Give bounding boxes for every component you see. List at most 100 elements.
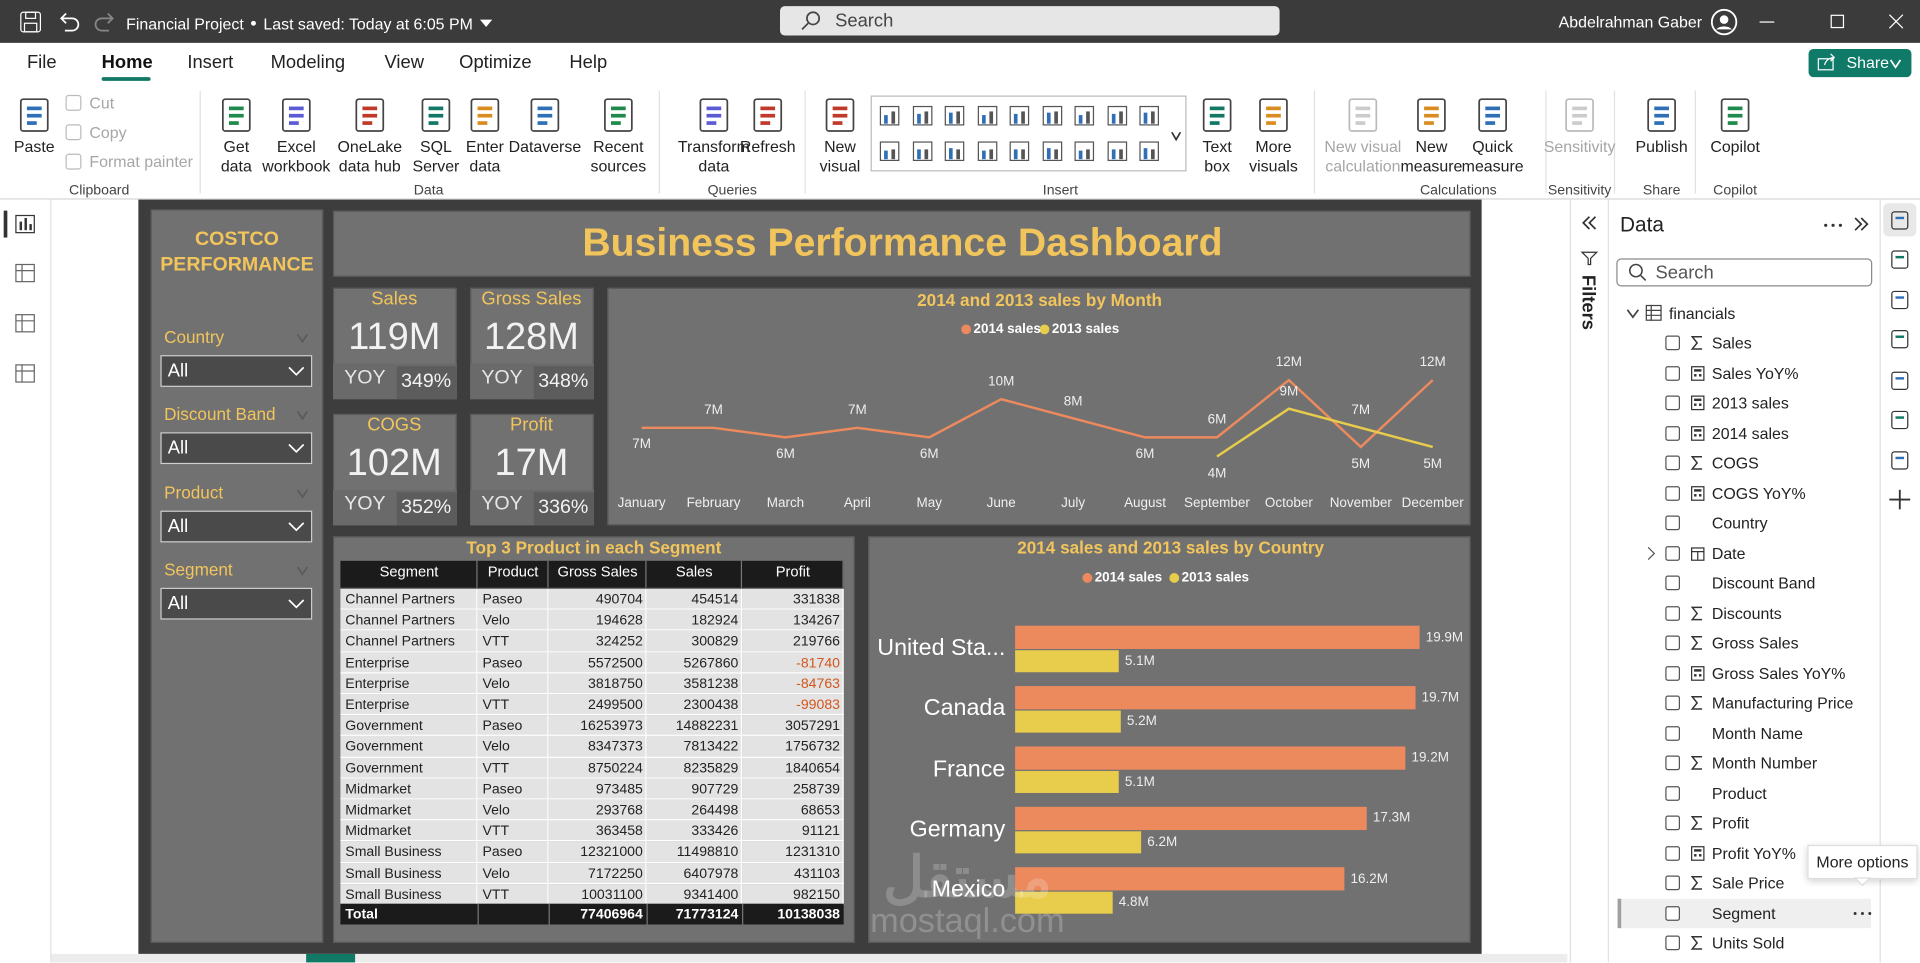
ribbon-button[interactable]: Get data bbox=[220, 137, 252, 176]
field-checkbox[interactable] bbox=[1665, 815, 1681, 831]
ribbon-button[interactable]: SQL Server bbox=[412, 137, 460, 176]
field-name[interactable]: Date bbox=[1711, 543, 1746, 563]
visual-type-icon-part bbox=[988, 149, 993, 160]
ribbon-button[interactable]: Transform data bbox=[677, 137, 750, 176]
ribbon-button[interactable]: Excel workbook bbox=[262, 137, 331, 176]
field-checkbox[interactable] bbox=[1665, 875, 1681, 891]
table-cell bbox=[477, 799, 549, 821]
table-header: Gross Sales bbox=[557, 563, 638, 581]
menu-tab[interactable]: Modeling bbox=[270, 52, 346, 73]
field-checkbox[interactable] bbox=[1665, 335, 1681, 351]
field-checkbox[interactable] bbox=[1665, 785, 1681, 801]
field-row-marker bbox=[1617, 898, 1622, 928]
ribbon-button[interactable]: Sensitivity bbox=[1543, 137, 1616, 156]
field-name[interactable]: Profit bbox=[1711, 813, 1749, 833]
data-search[interactable] bbox=[1616, 258, 1873, 287]
field-name[interactable]: Discount Band bbox=[1711, 573, 1816, 593]
ribbon-button[interactable]: More visuals bbox=[1249, 137, 1298, 176]
slicer-dropdown[interactable] bbox=[160, 432, 313, 465]
menu-tab[interactable]: Insert bbox=[187, 52, 234, 73]
ribbon-button[interactable]: New visual bbox=[819, 137, 861, 176]
field-checkbox[interactable] bbox=[1665, 905, 1681, 921]
field-name[interactable]: COGS YoY% bbox=[1711, 483, 1806, 503]
table-cell bbox=[548, 799, 647, 821]
ribbon-button[interactable]: Recent sources bbox=[590, 137, 647, 176]
field-name[interactable]: Country bbox=[1711, 513, 1768, 533]
ribbon-button[interactable]: Text box bbox=[1202, 137, 1232, 176]
field-checkbox[interactable] bbox=[1665, 755, 1681, 771]
ribbon-icon-part bbox=[222, 98, 251, 132]
field-name[interactable]: COGS bbox=[1711, 453, 1759, 473]
field-name[interactable]: Units Sold bbox=[1711, 933, 1785, 953]
menu-tab[interactable]: File bbox=[26, 52, 57, 73]
slicer-dropdown[interactable] bbox=[160, 355, 313, 387]
ribbon-button[interactable]: Copilot bbox=[1710, 137, 1760, 156]
field-checkbox[interactable] bbox=[1665, 695, 1681, 711]
slicer-dropdown[interactable] bbox=[160, 510, 313, 542]
field-checkbox[interactable] bbox=[1665, 605, 1681, 621]
field-name[interactable]: Sales YoY% bbox=[1711, 363, 1799, 383]
ribbon-icon-part bbox=[470, 98, 500, 132]
ribbon-icon-part bbox=[355, 98, 385, 132]
field-name[interactable]: Profit YoY% bbox=[1711, 843, 1796, 863]
field-checkbox[interactable] bbox=[1665, 515, 1681, 531]
field-checkbox[interactable] bbox=[1665, 725, 1681, 741]
ribbon-button[interactable]: Quick measure bbox=[1461, 137, 1524, 176]
rail-icon bbox=[1891, 451, 1909, 470]
ribbon-button[interactable]: Publish bbox=[1635, 137, 1688, 156]
field-checkbox[interactable] bbox=[1665, 365, 1681, 381]
field-name[interactable]: Gross Sales YoY% bbox=[1711, 663, 1846, 683]
ribbon-button[interactable]: Refresh bbox=[739, 137, 796, 156]
ribbon-button[interactable]: Paste bbox=[13, 137, 55, 156]
table-cell bbox=[742, 736, 844, 758]
search-box[interactable] bbox=[780, 6, 1280, 36]
data-label: 7M bbox=[632, 437, 651, 453]
filter-icon bbox=[1580, 251, 1599, 266]
field-checkbox[interactable] bbox=[1665, 935, 1681, 951]
field-checkbox[interactable] bbox=[1665, 575, 1681, 591]
field-name[interactable]: Discounts bbox=[1711, 603, 1782, 623]
field-checkbox[interactable] bbox=[1665, 845, 1681, 861]
ribbon-icon-part bbox=[832, 113, 848, 118]
field-name[interactable]: Month Number bbox=[1711, 753, 1818, 773]
ribbon-button[interactable]: New measure bbox=[1400, 137, 1463, 176]
field-checkbox[interactable] bbox=[1665, 545, 1681, 561]
visual-type-icon bbox=[1074, 105, 1095, 126]
field-name[interactable]: Segment bbox=[1711, 903, 1776, 923]
filters-label[interactable]: Filters bbox=[1577, 274, 1599, 331]
ribbon-button[interactable]: Enter data bbox=[465, 137, 504, 176]
rail-icon-part bbox=[1891, 290, 1909, 310]
line-chart-panel bbox=[607, 287, 1471, 526]
menu-tab[interactable]: Help bbox=[569, 52, 608, 73]
field-name[interactable]: Sale Price bbox=[1711, 873, 1785, 893]
field-name[interactable]: Gross Sales bbox=[1711, 633, 1799, 653]
ribbon-button[interactable]: Format painter bbox=[89, 152, 193, 171]
field-name[interactable]: Product bbox=[1711, 783, 1767, 803]
slicer-dropdown[interactable] bbox=[160, 587, 313, 620]
kpi-value: 102M bbox=[346, 440, 442, 484]
field-checkbox[interactable] bbox=[1665, 455, 1681, 471]
field-name[interactable]: Sales bbox=[1711, 333, 1752, 353]
field-name[interactable]: 2014 sales bbox=[1711, 423, 1789, 443]
menu-tab[interactable]: Optimize bbox=[459, 52, 532, 73]
ribbon-button[interactable]: Dataverse bbox=[508, 137, 582, 156]
field-name[interactable]: Month Name bbox=[1711, 723, 1803, 743]
ribbon-button[interactable]: New visual calculation bbox=[1324, 137, 1402, 176]
ribbon-button[interactable]: Cut bbox=[89, 93, 115, 113]
field-checkbox[interactable] bbox=[1665, 635, 1681, 651]
ribbon-button[interactable]: OneLake data hub bbox=[337, 137, 403, 176]
menu-tab[interactable]: View bbox=[384, 52, 424, 73]
chevron bbox=[296, 411, 309, 421]
field-checkbox[interactable] bbox=[1665, 485, 1681, 501]
field-checkbox[interactable] bbox=[1665, 665, 1681, 681]
ribbon-button[interactable]: Copy bbox=[89, 123, 127, 142]
visual-type-icon-part bbox=[879, 141, 900, 162]
field-name[interactable]: 2013 sales bbox=[1711, 393, 1789, 413]
field-name[interactable]: Manufacturing Price bbox=[1711, 693, 1854, 713]
table-total-value: 10138038 bbox=[777, 906, 841, 922]
field-checkbox[interactable] bbox=[1665, 395, 1681, 411]
menu-tab[interactable]: Home bbox=[101, 52, 153, 73]
ribbon-icon-part bbox=[428, 121, 439, 125]
field-checkbox[interactable] bbox=[1665, 425, 1681, 441]
